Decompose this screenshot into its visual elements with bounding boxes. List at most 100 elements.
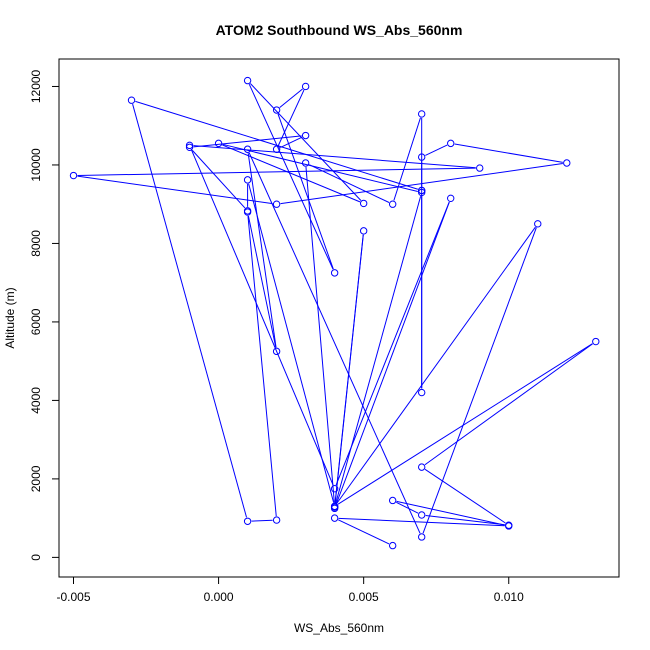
data-point	[272, 145, 281, 153]
x-tick-label: 0.005	[349, 590, 379, 604]
plot-frame	[58, 58, 620, 578]
y-tick-label: 0	[29, 554, 43, 561]
data-point	[417, 463, 426, 471]
series-segment	[132, 103, 248, 518]
series-segment	[280, 136, 303, 148]
data-point	[417, 153, 426, 161]
series-segment	[77, 175, 273, 205]
data-point	[301, 82, 310, 91]
series-segment	[247, 215, 277, 517]
series-segment	[396, 500, 505, 526]
series-segment	[425, 514, 505, 526]
series-segment	[336, 226, 536, 504]
data-point	[185, 141, 194, 150]
series-segment	[334, 234, 364, 504]
data-point	[359, 199, 368, 208]
x-tick-label: -0.005	[56, 590, 90, 604]
series-segment	[335, 201, 450, 505]
series-segment	[425, 144, 448, 156]
series-segment	[309, 164, 390, 203]
series-segment	[396, 501, 419, 514]
series-segment	[248, 84, 334, 270]
data-point	[272, 516, 281, 524]
data-point	[417, 533, 426, 541]
data-point	[505, 521, 513, 529]
data-point	[243, 145, 252, 153]
series-segment	[193, 135, 302, 148]
series-segment	[222, 144, 361, 203]
y-tick-label: 8000	[29, 230, 43, 257]
data-point	[476, 164, 484, 172]
series-segment	[222, 143, 418, 192]
chart-title: ATOM2 Southbound WS_Abs_560nm	[216, 22, 463, 38]
series-segment	[249, 83, 362, 201]
data-point	[243, 76, 252, 85]
series-segment	[305, 166, 335, 503]
series-segment	[193, 145, 476, 169]
data-point	[417, 188, 426, 197]
data-point	[592, 337, 600, 346]
data-point	[330, 514, 339, 522]
data-point	[272, 200, 281, 208]
y-tick-label: 4000	[29, 387, 43, 414]
series-segment	[337, 343, 593, 505]
data-point	[301, 159, 310, 167]
data-point	[534, 220, 542, 228]
series-segment	[338, 517, 505, 527]
data-point	[447, 194, 455, 203]
series-segment	[424, 468, 506, 524]
series-segment	[248, 183, 335, 503]
data-point	[214, 139, 223, 148]
series-segment	[277, 113, 334, 270]
series-segment	[247, 215, 277, 348]
x-tick-label: 0.010	[494, 590, 524, 604]
data-point	[417, 511, 426, 519]
y-tick-label: 6000	[29, 308, 43, 335]
data-point	[243, 207, 252, 215]
series-segment	[454, 143, 563, 163]
series-segment	[247, 153, 277, 348]
data-point	[359, 227, 368, 235]
data-point	[243, 176, 252, 184]
data-point	[185, 143, 194, 151]
data-point	[330, 485, 339, 493]
data-point	[127, 96, 136, 104]
data-point	[330, 269, 339, 277]
x-axis-label: WS_Abs_560nm	[294, 621, 384, 635]
x-tick-label: 0.000	[204, 590, 234, 604]
series-segment	[77, 167, 476, 176]
data-point	[417, 186, 426, 195]
y-tick-label: 12000	[29, 69, 43, 103]
data-point	[388, 541, 397, 550]
series-segment	[248, 152, 421, 534]
series-segment	[422, 227, 537, 534]
data-point	[69, 171, 78, 180]
series-segment	[190, 148, 334, 486]
y-axis-label: Altitude (m)	[3, 287, 17, 348]
series-segment	[279, 88, 303, 108]
series-segment	[251, 519, 273, 522]
data-point	[388, 496, 397, 505]
data-point	[417, 388, 426, 397]
y-tick-label: 10000	[29, 148, 43, 182]
data-point	[417, 110, 426, 118]
data-point	[563, 159, 571, 167]
series-segment	[338, 519, 390, 545]
data-point	[301, 131, 310, 140]
series-segment	[277, 89, 305, 146]
series-segment	[424, 343, 593, 466]
y-tick-label: 2000	[29, 465, 43, 492]
x-axis: -0.005 0.000 0.005 0.010	[56, 577, 524, 604]
series-segment	[393, 117, 421, 201]
data-point	[272, 106, 281, 114]
y-axis: 0 2000 4000 6000 8000 10000 12000	[29, 69, 59, 561]
series-segment	[191, 149, 246, 209]
series-segment	[335, 196, 422, 504]
data-point	[447, 139, 455, 148]
data-point	[243, 517, 252, 525]
series-segment	[335, 201, 450, 486]
data-point	[272, 347, 281, 356]
data-point	[330, 502, 339, 511]
